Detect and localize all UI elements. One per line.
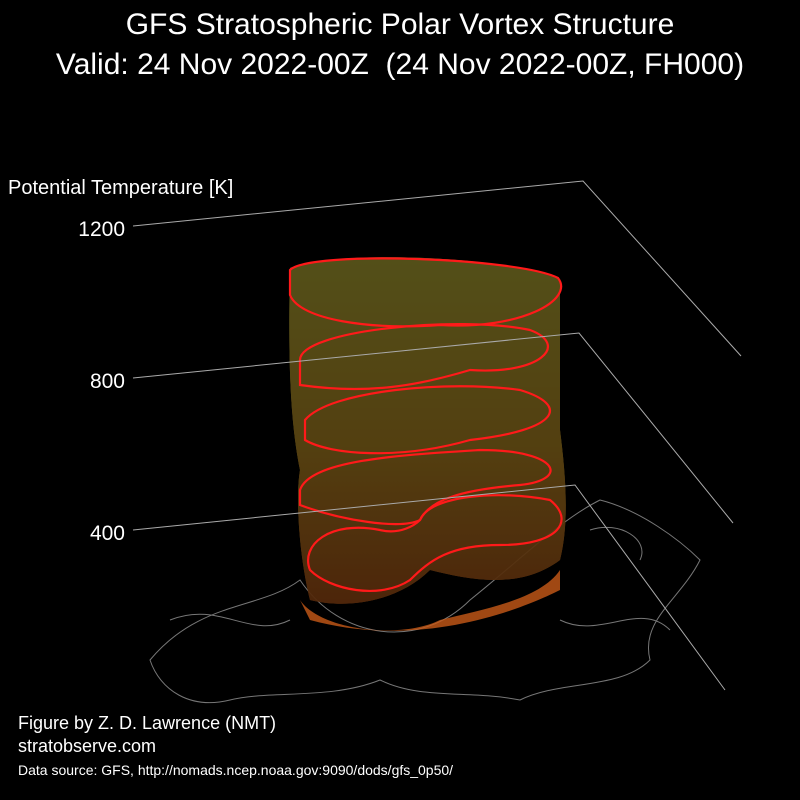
y-tick-label: 800 bbox=[90, 370, 125, 393]
website: stratobserve.com bbox=[18, 736, 156, 756]
y-tick-label: 1200 bbox=[78, 218, 125, 241]
y-tick-label: 400 bbox=[90, 522, 125, 545]
chart-title: GFS Stratospheric Polar Vortex Structure bbox=[126, 8, 675, 41]
source: Data source: GFS, http://nomads.ncep.noa… bbox=[18, 762, 453, 778]
axis-line bbox=[132, 180, 742, 357]
axes: 400 800 1200 bbox=[78, 180, 742, 691]
credit: Figure by Z. D. Lawrence (NMT) bbox=[18, 713, 276, 733]
y-axis-label: Potential Temperature [K] bbox=[8, 177, 233, 199]
axis-line bbox=[132, 484, 726, 691]
chart-subtitle: Valid: 24 Nov 2022-00Z (24 Nov 2022-00Z,… bbox=[56, 48, 744, 81]
coastlines bbox=[149, 499, 701, 704]
axis-line bbox=[132, 332, 734, 524]
vortex bbox=[288, 257, 566, 631]
